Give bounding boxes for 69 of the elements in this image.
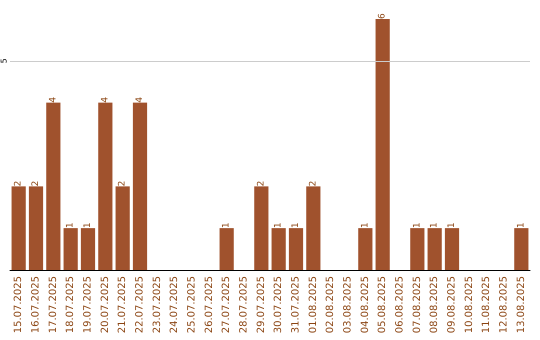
bar [116,186,130,270]
x-tick-label: 12.08.2025 [498,276,510,334]
data-label: 1 [430,222,440,228]
bar [46,102,60,270]
data-label: 1 [291,222,301,228]
x-tick-label: 29.07.2025 [256,276,267,334]
bar [12,186,26,270]
data-label: 4 [100,96,110,103]
data-label: 1 [274,222,284,228]
bar [254,186,268,270]
bar [444,228,460,270]
bar [410,228,424,270]
x-tick-label: 17.07.2025 [48,276,59,334]
bar [376,19,390,270]
data-label: 2 [308,180,318,186]
data-label: 1 [222,222,232,228]
x-tick-label: 30.07.2025 [273,276,284,334]
x-tick-label: 26.07.2025 [204,276,215,334]
bar [288,228,304,270]
data-label: 1 [360,222,370,228]
bar [132,102,148,270]
x-tick-label: 20.07.2025 [100,276,111,334]
x-tick-label: 02.08.2025 [325,276,336,334]
x-tick-label: 09.08.2025 [446,276,458,334]
x-tick-label: 15.07.2025 [13,276,24,334]
data-label: 2 [31,180,41,186]
x-tick-label: 25.07.2025 [186,276,198,334]
x-tick-label: 04.08.2025 [360,276,371,334]
bar [64,228,78,270]
bar [272,228,286,270]
bar [306,186,320,270]
bar [358,228,372,270]
x-tick-label: 22.07.2025 [134,276,146,334]
x-tick-label: 13.08.2025 [516,276,527,334]
x-tick-label: 18.07.2025 [65,276,76,334]
x-tick-label: 31.07.2025 [290,276,302,334]
x-tick-label: 05.08.2025 [377,276,388,334]
x-tick-label: 08.08.2025 [429,276,440,334]
x-tick-label: 23.07.2025 [152,276,163,334]
data-label: 2 [256,180,266,186]
x-tick-label: 11.08.2025 [481,276,492,334]
x-tick-label: 06.08.2025 [394,276,406,334]
x-tick-label: 27.07.2025 [221,276,232,334]
data-label: 2 [118,180,128,186]
bar [98,102,112,270]
x-tick-label: 10.08.2025 [464,276,475,334]
data-label: 2 [14,180,24,186]
data-label: 1 [412,222,422,228]
data-label: 4 [135,96,145,103]
x-tick-label: 01.08.2025 [308,276,319,334]
data-label: 4 [48,96,58,103]
x-tick-label: 19.07.2025 [82,276,94,334]
bar [220,228,234,270]
bar [514,228,528,270]
data-label: 1 [516,222,526,228]
bar [428,228,442,270]
x-tick-label: 03.08.2025 [342,276,354,334]
x-tick-label: 28.07.2025 [238,276,250,334]
data-label: 1 [447,222,457,228]
bar [80,228,96,270]
x-tick-label: 16.07.2025 [30,276,42,334]
x-tick-label: 21.07.2025 [117,276,128,334]
x-tick-label: 07.08.2025 [412,276,423,334]
data-label: 6 [378,13,388,19]
data-label: 1 [83,222,93,228]
x-tick-label: 24.07.2025 [169,276,180,334]
y-tick-label: 5 [0,58,8,64]
bar [28,186,44,270]
data-label: 1 [66,222,76,228]
